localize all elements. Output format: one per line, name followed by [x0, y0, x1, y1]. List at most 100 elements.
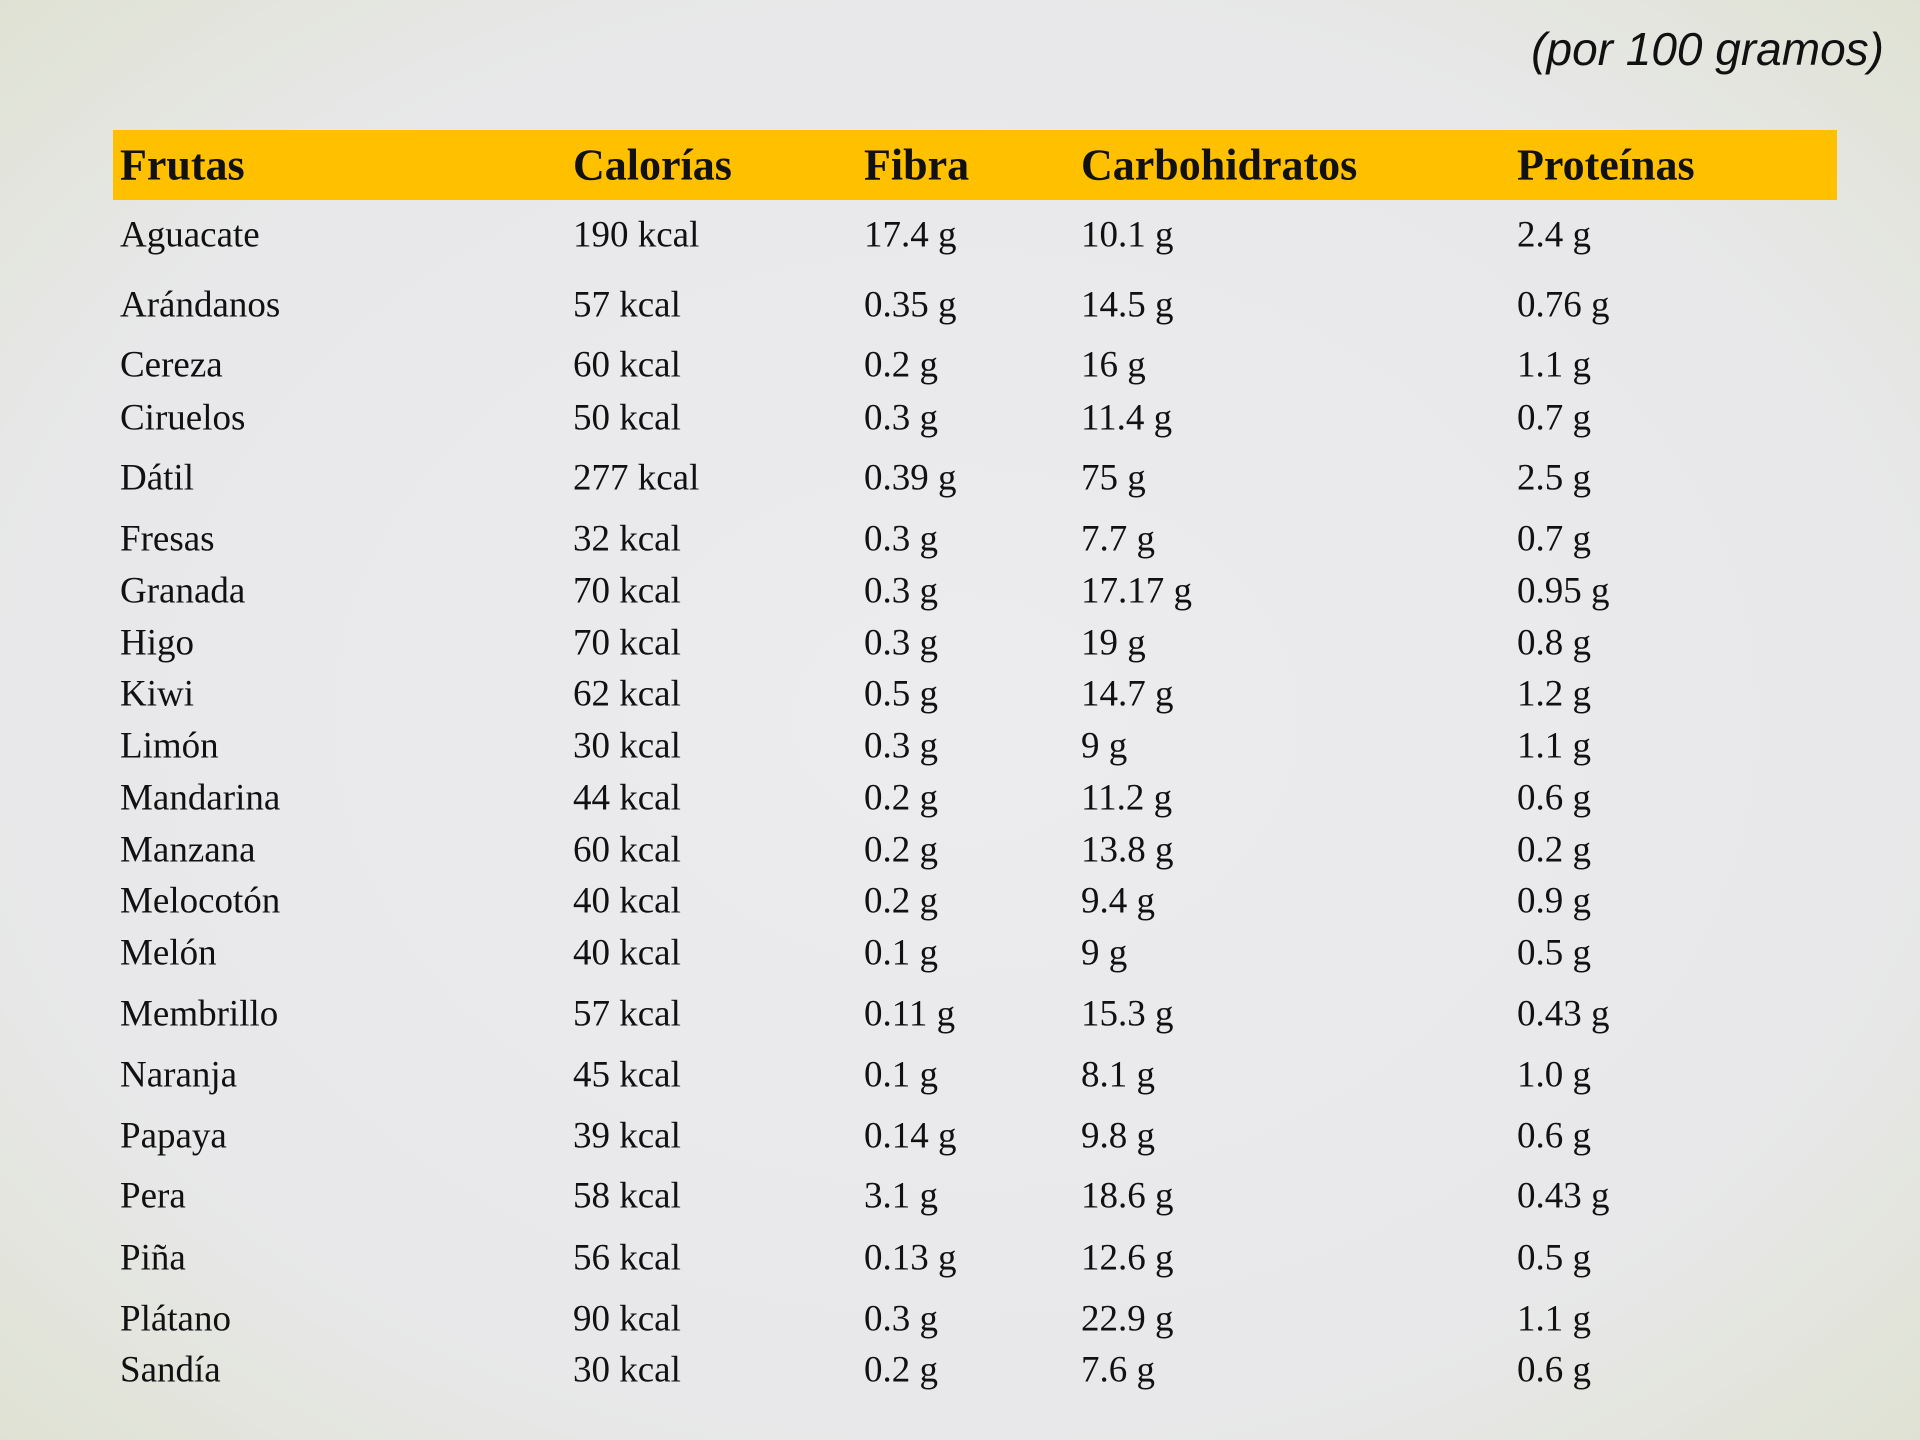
fruit-name: Piña [120, 1237, 186, 1279]
table-cell: 56 kcal [573, 1237, 681, 1279]
fruit-name: Membrillo [120, 993, 279, 1035]
table-cell: 75 g [1081, 457, 1146, 499]
header-cell: Calorías [573, 140, 732, 190]
table-cell: 0.2 g [1517, 829, 1591, 871]
table-cell: 0.5 g [1517, 932, 1591, 974]
table-cell: 0.3 g [864, 518, 938, 560]
table-cell: 17.17 g [1081, 570, 1192, 612]
table-cell: 0.2 g [864, 829, 938, 871]
table-cell: 0.76 g [1517, 284, 1610, 326]
table-cell: 0.1 g [864, 1054, 938, 1096]
table-cell: 2.5 g [1517, 457, 1591, 499]
table-cell: 70 kcal [573, 570, 681, 612]
table-cell: 18.6 g [1081, 1175, 1174, 1217]
table-cell: 1.1 g [1517, 725, 1591, 767]
table-cell: 0.5 g [1517, 1237, 1591, 1279]
fruit-name: Kiwi [120, 673, 194, 715]
table-cell: 14.7 g [1081, 673, 1174, 715]
fruit-name: Fresas [120, 518, 215, 560]
table-cell: 0.2 g [864, 777, 938, 819]
fruit-name: Ciruelos [120, 397, 246, 439]
table-cell: 30 kcal [573, 1349, 681, 1391]
table-cell: 9.4 g [1081, 880, 1155, 922]
table-cell: 0.11 g [864, 993, 956, 1035]
table-cell: 9 g [1081, 932, 1128, 974]
table-cell: 0.3 g [864, 1298, 938, 1340]
table-cell: 0.2 g [864, 344, 938, 386]
fruit-name: Granada [120, 570, 246, 612]
table-cell: 8.1 g [1081, 1054, 1155, 1096]
table-cell: 44 kcal [573, 777, 681, 819]
table-cell: 12.6 g [1081, 1237, 1174, 1279]
table-cell: 1.0 g [1517, 1054, 1591, 1096]
fruit-name: Higo [120, 622, 194, 664]
table-cell: 2.4 g [1517, 214, 1591, 256]
table-cell: 7.6 g [1081, 1349, 1155, 1391]
fruit-name: Melón [120, 932, 217, 974]
fruit-name: Mandarina [120, 777, 281, 819]
table-cell: 0.9 g [1517, 880, 1591, 922]
unit-note: (por 100 gramos) [1531, 23, 1884, 75]
table-cell: 40 kcal [573, 880, 681, 922]
table-cell: 9.8 g [1081, 1115, 1155, 1157]
table-cell: 57 kcal [573, 993, 681, 1035]
table-cell: 0.6 g [1517, 1115, 1591, 1157]
table-cell: 0.3 g [864, 725, 938, 767]
table-cell: 9 g [1081, 725, 1128, 767]
table-cell: 14.5 g [1081, 284, 1174, 326]
table-cell: 0.43 g [1517, 1175, 1610, 1217]
table-cell: 10.1 g [1081, 214, 1174, 256]
table-cell: 277 kcal [573, 457, 700, 499]
table-cell: 17.4 g [864, 214, 957, 256]
table-cell: 0.7 g [1517, 397, 1591, 439]
table-cell: 1.2 g [1517, 673, 1591, 715]
fruit-name: Pera [120, 1175, 186, 1217]
table-cell: 1.1 g [1517, 344, 1591, 386]
table-cell: 60 kcal [573, 344, 681, 386]
fruit-name: Manzana [120, 829, 256, 871]
table-cell: 0.95 g [1517, 570, 1610, 612]
header-cell: Frutas [120, 140, 245, 190]
fruit-name: Aguacate [120, 214, 260, 256]
table-cell: 0.6 g [1517, 777, 1591, 819]
table-cell: 0.35 g [864, 284, 957, 326]
table-cell: 11.2 g [1081, 777, 1173, 819]
fruit-name: Arándanos [120, 284, 281, 326]
table-cell: 70 kcal [573, 622, 681, 664]
header-cell: Proteínas [1517, 140, 1695, 190]
table-cell: 0.5 g [864, 673, 938, 715]
table-cell: 0.3 g [864, 397, 938, 439]
table-cell: 32 kcal [573, 518, 681, 560]
table-cell: 39 kcal [573, 1115, 681, 1157]
fruit-name: Naranja [120, 1054, 238, 1096]
table-cell: 58 kcal [573, 1175, 681, 1217]
table-cell: 16 g [1081, 344, 1146, 386]
table-cell: 0.7 g [1517, 518, 1591, 560]
header-bar [113, 130, 1837, 200]
table-cell: 190 kcal [573, 214, 700, 256]
table-cell: 0.6 g [1517, 1349, 1591, 1391]
table-cell: 0.14 g [864, 1115, 957, 1157]
table-cell: 0.2 g [864, 1349, 938, 1391]
table-cell: 57 kcal [573, 284, 681, 326]
table-cell: 19 g [1081, 622, 1146, 664]
table-cell: 22.9 g [1081, 1298, 1174, 1340]
table-cell: 0.3 g [864, 622, 938, 664]
fruit-name: Plátano [120, 1298, 231, 1340]
fruit-name: Papaya [120, 1115, 227, 1157]
fruit-name: Sandía [120, 1349, 221, 1391]
table-cell: 0.3 g [864, 570, 938, 612]
table-cell: 0.43 g [1517, 993, 1610, 1035]
table-cell: 90 kcal [573, 1298, 681, 1340]
header-cell: Fibra [864, 140, 970, 190]
table-cell: 45 kcal [573, 1054, 681, 1096]
table-cell: 13.8 g [1081, 829, 1174, 871]
fruit-name: Melocotón [120, 880, 281, 922]
table-cell: 0.2 g [864, 880, 938, 922]
table-cell: 0.39 g [864, 457, 957, 499]
table-cell: 60 kcal [573, 829, 681, 871]
table-cell: 1.1 g [1517, 1298, 1591, 1340]
table-cell: 11.4 g [1081, 397, 1173, 439]
table-cell: 62 kcal [573, 673, 681, 715]
